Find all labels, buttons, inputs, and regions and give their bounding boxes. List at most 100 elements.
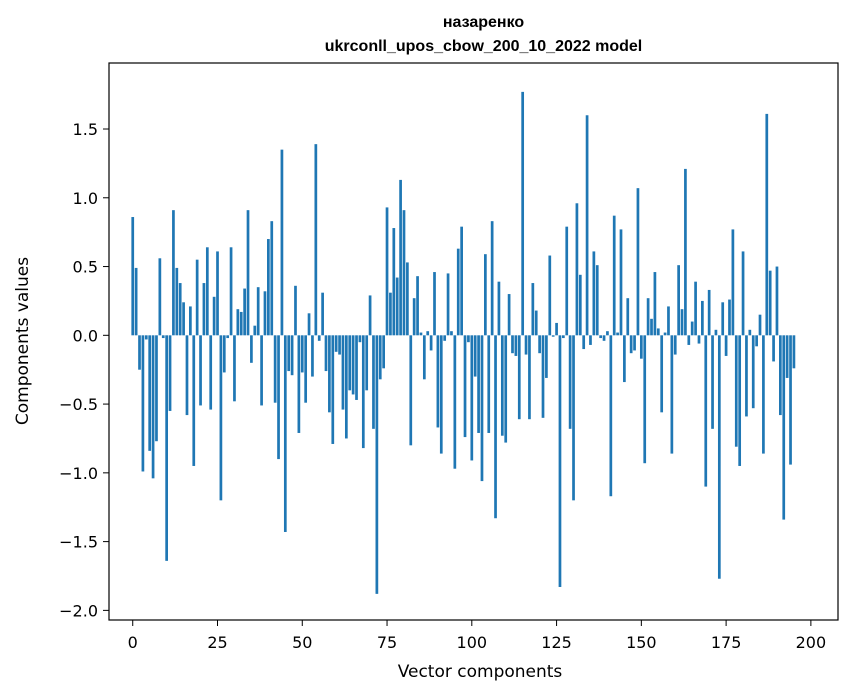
bar-191 xyxy=(779,335,782,416)
bar-129 xyxy=(568,335,572,429)
bar-162 xyxy=(680,309,684,336)
bar-149 xyxy=(636,188,640,336)
y-axis-label: Components values xyxy=(13,257,33,425)
bar-115 xyxy=(521,91,525,336)
bar-26 xyxy=(219,335,223,501)
bar-118 xyxy=(531,283,535,336)
bar-176 xyxy=(728,299,731,336)
bar-41 xyxy=(270,221,274,336)
bar-148 xyxy=(633,335,636,351)
bar-71 xyxy=(372,335,375,429)
bar-90 xyxy=(436,335,440,428)
bar-154 xyxy=(653,272,657,336)
bar-103 xyxy=(480,335,484,482)
y-tick-label-0: −2.0 xyxy=(59,601,98,620)
bar-136 xyxy=(592,251,596,336)
bar-70 xyxy=(368,295,372,336)
x-tick-label-75: 75 xyxy=(377,633,397,652)
x-tick-label-200: 200 xyxy=(796,633,827,652)
bar-179 xyxy=(738,335,742,466)
bar-116 xyxy=(524,335,528,355)
bar-170 xyxy=(707,289,711,336)
bar-43 xyxy=(277,335,280,460)
bar-8 xyxy=(158,258,162,336)
bar-194 xyxy=(789,335,792,465)
bar-12 xyxy=(172,210,175,336)
bar-53 xyxy=(311,335,314,377)
bar-120 xyxy=(538,335,541,354)
x-axis-ticks: 0 25 50 75 100 125 150 175 200 xyxy=(128,620,827,652)
bar-29 xyxy=(229,247,233,336)
bar-92 xyxy=(443,335,447,341)
bar-37 xyxy=(256,287,260,336)
bar-193 xyxy=(785,335,789,378)
bar-49 xyxy=(297,335,301,433)
bar-45 xyxy=(283,335,287,532)
bar-158 xyxy=(667,306,670,336)
bar-76 xyxy=(389,292,392,336)
bar-75 xyxy=(385,207,389,336)
bar-4 xyxy=(144,335,148,340)
bar-185 xyxy=(758,314,762,336)
bar-19 xyxy=(195,259,199,336)
bar-172 xyxy=(714,329,718,336)
bar-64 xyxy=(348,335,352,391)
bar-119 xyxy=(534,310,538,336)
bar-166 xyxy=(694,281,697,336)
bar-110 xyxy=(504,335,508,443)
plot-frame xyxy=(108,62,839,621)
bar-113 xyxy=(514,335,518,356)
bar-186 xyxy=(762,335,765,454)
bar-169 xyxy=(704,335,708,487)
bar-25 xyxy=(216,251,219,336)
x-tick-label-25: 25 xyxy=(207,633,227,652)
bar-66 xyxy=(355,335,358,400)
bar-57 xyxy=(324,335,328,372)
bar-28 xyxy=(226,335,230,339)
y-tick-label-5: 0.5 xyxy=(73,258,98,277)
bar-0 xyxy=(131,217,135,336)
bar-161 xyxy=(677,265,680,336)
bar-177 xyxy=(731,229,735,336)
bar-34 xyxy=(246,210,250,336)
bar-145 xyxy=(623,335,626,383)
bar-127 xyxy=(562,335,565,339)
bar-167 xyxy=(697,335,701,344)
bar-67 xyxy=(358,335,362,343)
bar-39 xyxy=(263,291,267,336)
bar-139 xyxy=(602,335,606,341)
y-tick-label-6: 1.0 xyxy=(73,189,98,208)
bar-80 xyxy=(402,210,406,336)
bar-188 xyxy=(768,270,772,336)
x-axis-label: Vector components xyxy=(398,662,563,682)
bar-126 xyxy=(558,335,562,587)
bar-173 xyxy=(717,335,721,579)
bar-15 xyxy=(182,302,185,336)
bar-33 xyxy=(243,288,246,336)
bar-174 xyxy=(721,302,725,336)
x-tick-label-125: 125 xyxy=(541,633,572,652)
bar-165 xyxy=(690,321,694,336)
bar-105 xyxy=(487,335,491,433)
bar-22 xyxy=(205,247,209,336)
x-tick-label-100: 100 xyxy=(457,633,488,652)
bar-100 xyxy=(470,335,474,461)
bar-85 xyxy=(419,332,423,336)
bar-42 xyxy=(273,335,277,403)
x-tick-label-150: 150 xyxy=(626,633,657,652)
bar-96 xyxy=(456,248,460,336)
bar-135 xyxy=(589,335,592,345)
bar-61 xyxy=(338,335,341,355)
bar-78 xyxy=(395,277,399,336)
bar-146 xyxy=(626,298,630,336)
bar-111 xyxy=(507,294,511,336)
bar-5 xyxy=(148,335,152,451)
bar-60 xyxy=(334,335,338,352)
bar-141 xyxy=(609,335,613,497)
bar-142 xyxy=(612,215,616,336)
bar-84 xyxy=(416,276,419,336)
bar-132 xyxy=(578,274,582,336)
bar-97 xyxy=(460,226,463,336)
bar-30 xyxy=(233,335,236,402)
